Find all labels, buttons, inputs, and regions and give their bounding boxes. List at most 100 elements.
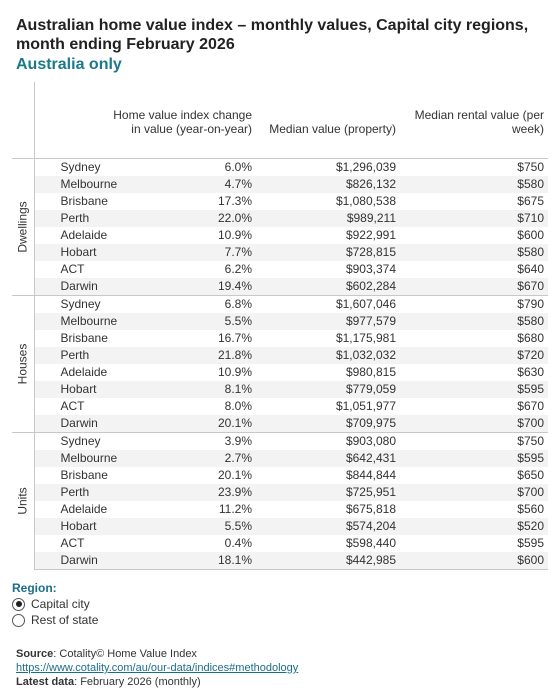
change-cell: 8.0% [224, 399, 252, 413]
chart-title: Australian home value index – monthly va… [16, 17, 529, 53]
city-cell: Adelaide [33, 501, 112, 518]
median-cell: $977,579 [256, 313, 400, 330]
table-row: Perth 23.9% $725,951 $700 [12, 484, 548, 501]
change-cell: 5.5% [112, 313, 256, 330]
city-cell: Perth [33, 484, 112, 501]
change-cell: 11.2% [218, 502, 252, 516]
median-cell: $598,440 [345, 536, 396, 550]
radio-label-capital-city: Capital city [31, 597, 90, 611]
change-cell: 4.7% [112, 176, 256, 193]
median-cell: $675,818 [345, 502, 396, 516]
city-cell: Sydney [33, 432, 112, 450]
city-cell: ACT [33, 398, 112, 415]
rent-cell: $580 [400, 313, 548, 330]
median-cell: $826,132 [256, 176, 400, 193]
rent-cell: $600 [517, 228, 544, 242]
rent-cell: $640 [517, 262, 544, 276]
radio-label-rest-of-state: Rest of state [31, 613, 99, 627]
region-label: Region: [12, 581, 57, 595]
rent-cell: $750 [400, 158, 548, 176]
median-cell: $903,080 [256, 432, 400, 450]
median-cell: $989,211 [256, 210, 400, 227]
table-row: Units Sydney 3.9% $903,080 $750 [12, 432, 548, 570]
header-city-blank [33, 82, 112, 159]
median-cell: $779,059 [256, 381, 400, 398]
source-label: Source [16, 648, 54, 660]
table-row: Brisbane 16.7% $1,175,981 $680 [12, 330, 548, 347]
median-cell: $1,175,981 [335, 331, 396, 345]
radio-capital-city[interactable]: Capital city [12, 597, 90, 611]
change-cell: 21.8% [112, 347, 256, 364]
table-row: Darwin 18.1% $442,985 $600 [12, 552, 548, 570]
city-cell: Darwin [33, 415, 112, 433]
data-table: Home value index change in value (year-o… [12, 82, 548, 570]
chart-subtitle: Australia only [16, 56, 122, 73]
rent-cell: $670 [517, 399, 544, 413]
change-cell: 17.3% [217, 194, 252, 208]
table-row: Perth 21.8% $1,032,032 $720 [12, 347, 548, 364]
city-cell: Brisbane [33, 193, 112, 210]
table-row: Brisbane 20.1% $844,844 $650 [12, 467, 548, 484]
city-cell: Melbourne [33, 450, 117, 467]
change-cell: 20.1% [112, 415, 256, 433]
change-cell: 6.2% [224, 262, 252, 276]
city-cell: ACT [33, 261, 112, 278]
rent-cell: $580 [400, 176, 548, 193]
city-cell: Sydney [33, 158, 112, 176]
table-row: Dwellings Sydney 6.0% $1,296,039 $750 [12, 158, 548, 296]
table-row: Melbourne 2.7% $642,431 $595 [12, 450, 548, 467]
city-cell: Darwin [33, 552, 112, 570]
rent-cell: $580 [400, 244, 548, 261]
radio-button-icon[interactable] [12, 597, 25, 611]
table-row: Melbourne 4.7% $826,132 $580 [12, 176, 548, 193]
city-cell: Adelaide [33, 227, 112, 244]
median-cell: $1,607,046 [256, 295, 400, 313]
methodology-line: https://www.cotality.com/au/our-data/ind… [16, 662, 298, 674]
change-cell: 7.7% [112, 244, 256, 261]
methodology-link[interactable]: https://www.cotality.com/au/our-data/ind… [16, 662, 299, 674]
median-cell: $922,991 [345, 228, 396, 242]
median-cell: $442,985 [256, 552, 400, 570]
group-label: Units [15, 487, 30, 515]
table-row: Darwin 20.1% $709,975 $700 [12, 415, 548, 433]
radio-rest-of-state[interactable]: Rest of state [12, 613, 98, 627]
median-cell: $844,844 [345, 468, 396, 482]
change-cell: 5.5% [112, 518, 256, 535]
group-label: Dwellings [15, 201, 30, 253]
city-cell: ACT [33, 535, 112, 552]
change-cell: 20.1% [217, 468, 252, 482]
change-cell: 6.0% [112, 158, 256, 176]
radio-button-icon[interactable] [12, 613, 25, 627]
source-note: Source: Cotality© Home Value Index [16, 648, 197, 660]
table-row: Perth 22.0% $989,211 $710 [12, 210, 548, 227]
rent-cell: $595 [400, 381, 548, 398]
change-cell: 6.8% [112, 295, 256, 313]
rent-cell: $630 [517, 365, 544, 379]
rent-cell: $560 [517, 502, 544, 516]
median-cell: $728,815 [256, 244, 400, 261]
city-cell: Hobart [33, 518, 112, 535]
rent-cell: $520 [400, 518, 548, 535]
median-cell: $574,204 [256, 518, 400, 535]
median-cell: $1,296,039 [256, 158, 400, 176]
table-row: Adelaide 10.9% $922,991 $600 [12, 227, 548, 244]
table-row: ACT 0.4% $598,440 $595 [12, 535, 548, 552]
change-cell: 8.1% [112, 381, 256, 398]
rent-cell: $720 [400, 347, 548, 364]
group-cell: Dwellings [12, 158, 34, 296]
city-cell: Brisbane [33, 467, 112, 484]
city-cell: Adelaide [33, 364, 112, 381]
source-text: : Cotality© Home Value Index [53, 648, 197, 660]
change-cell: 3.9% [112, 432, 256, 450]
city-cell: Perth [33, 347, 112, 364]
change-cell: 10.9% [217, 228, 252, 242]
change-cell: 10.9% [217, 365, 252, 379]
table-body: Dwellings Sydney 6.0% $1,296,039 $750 Melbour… [12, 158, 548, 570]
table-row: Hobart 7.7% $728,815 $580 [12, 244, 548, 261]
table-row: Melbourne 5.5% $977,579 $580 [12, 313, 548, 330]
city-cell: Brisbane [33, 330, 112, 347]
change-cell: 0.4% [224, 536, 252, 550]
rent-cell: $600 [400, 552, 548, 570]
median-cell: $1,032,032 [256, 347, 400, 364]
city-cell: Melbourne [33, 313, 117, 330]
